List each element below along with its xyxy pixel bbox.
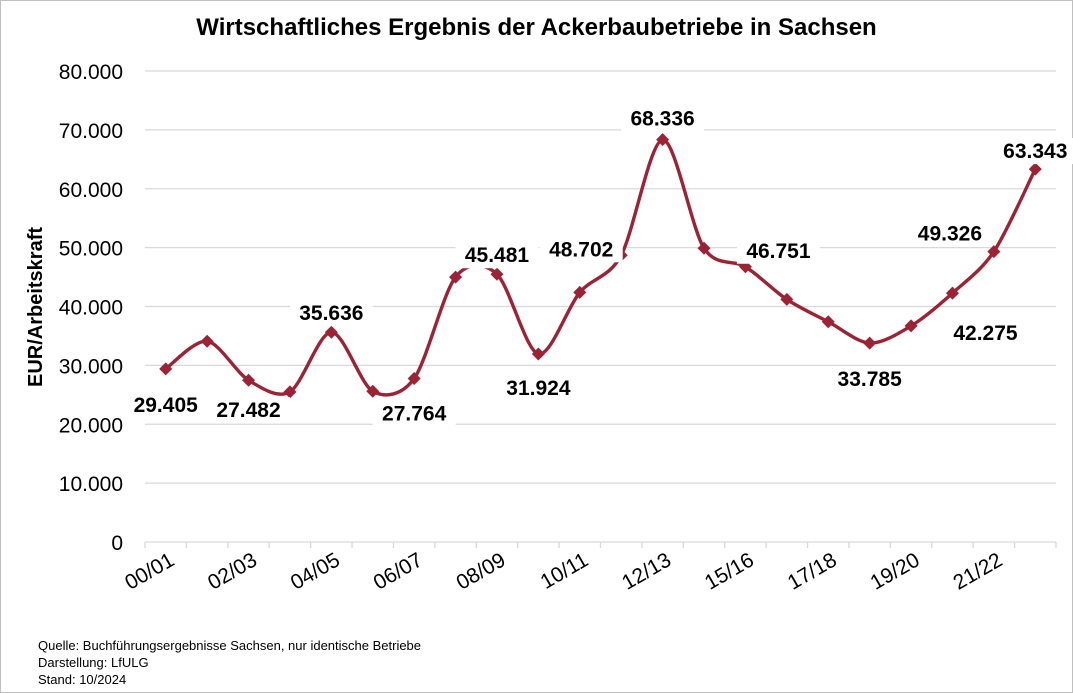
series-path <box>164 137 1037 397</box>
data-point <box>821 315 835 329</box>
data-point <box>780 292 794 306</box>
y-tick-label: 20.000 <box>59 414 123 437</box>
y-tick-label: 70.000 <box>59 120 123 143</box>
data-label: 33.785 <box>838 368 903 391</box>
data-point <box>242 373 256 387</box>
x-tick-label: 12/13 <box>618 548 675 594</box>
data-point <box>904 319 918 333</box>
data-point <box>449 270 463 284</box>
x-tick-label: 15/16 <box>701 548 758 594</box>
series-line <box>164 137 1037 397</box>
y-tick-label: 60.000 <box>59 179 123 202</box>
y-tick-label: 50.000 <box>59 238 123 261</box>
data-point <box>366 384 380 398</box>
data-label: 68.336 <box>630 108 694 131</box>
author-note: Darstellung: LfULG <box>38 655 149 670</box>
data-label-bg <box>621 105 705 132</box>
y-tick-label: 40.000 <box>59 297 123 320</box>
x-tick-label: 08/09 <box>452 548 509 594</box>
data-labels: 29.405 27.482 35.636 27.764 45.481 31.924 48.7… <box>124 105 1073 427</box>
data-point <box>945 286 959 300</box>
data-point <box>159 362 173 376</box>
data-point <box>407 372 421 386</box>
data-label: 63.343 <box>1003 140 1067 163</box>
y-axis-label: EUR/Arbeitskraft <box>25 227 47 387</box>
x-tick-label: 04/05 <box>287 548 344 594</box>
data-point <box>987 245 1001 259</box>
data-label-bg <box>993 138 1073 165</box>
grid-lines <box>145 70 1056 484</box>
data-label-bg <box>455 242 539 269</box>
data-point <box>863 336 877 350</box>
y-tick-label: 30.000 <box>59 355 123 378</box>
data-label-bg <box>207 397 291 424</box>
data-label-bg <box>539 236 623 263</box>
data-label-bg <box>736 237 820 264</box>
x-tick-label: 02/03 <box>204 548 261 594</box>
x-tick-labels: 00/01 02/03 04/05 06/07 08/09 10/11 12/13 15/16… <box>121 548 1006 594</box>
data-point <box>1028 162 1042 176</box>
chart-title: Wirtschaftliches Ergebnis der Ackerbaube… <box>196 14 877 41</box>
x-tick-label: 17/18 <box>784 548 841 594</box>
data-label: 42.275 <box>953 322 1018 345</box>
y-tick-label: 10.000 <box>59 473 123 496</box>
x-axis <box>144 541 1057 548</box>
y-tick-label: 0 <box>111 532 123 555</box>
data-label-bg <box>372 400 456 427</box>
y-tick-label: 80.000 <box>59 61 123 84</box>
data-label-bg <box>908 220 992 247</box>
data-label: 35.636 <box>299 302 363 325</box>
data-label-bg <box>828 366 912 393</box>
data-point <box>531 347 545 361</box>
x-tick-label: 21/22 <box>949 548 1006 594</box>
x-tick-label: 10/11 <box>537 548 593 593</box>
chart-footer: Quelle: Buchführungsergebnisse Sachsen, … <box>38 637 421 688</box>
data-point <box>283 385 297 399</box>
data-label: 27.482 <box>216 399 280 422</box>
data-label-bg <box>496 375 580 402</box>
data-point <box>324 325 338 339</box>
data-label: 49.326 <box>918 223 982 246</box>
data-label-bg <box>124 391 208 418</box>
data-label-bg <box>943 320 1027 347</box>
y-tick-labels: 0 10.000 20.000 30.000 40.000 50.000 60.000 70.… <box>59 61 123 555</box>
data-label: 48.702 <box>549 238 613 261</box>
data-label: 45.481 <box>465 244 530 267</box>
x-tick-label: 06/07 <box>370 548 427 594</box>
data-point <box>200 334 214 348</box>
data-point <box>697 241 711 255</box>
series-markers <box>159 133 1042 399</box>
data-label: 29.405 <box>134 394 199 417</box>
data-point <box>656 133 670 147</box>
data-point <box>490 267 504 281</box>
x-tick-label: 19/20 <box>867 548 924 594</box>
data-point <box>573 285 587 299</box>
source-note: Quelle: Buchführungsergebnisse Sachsen, … <box>38 638 422 653</box>
date-note: Stand: 10/2024 <box>38 672 127 687</box>
data-label: 31.924 <box>506 377 571 400</box>
data-label: 46.751 <box>746 240 811 263</box>
x-tick-label: 00/01 <box>121 548 178 594</box>
data-label-bg <box>289 300 373 327</box>
data-label: 27.764 <box>382 403 447 426</box>
